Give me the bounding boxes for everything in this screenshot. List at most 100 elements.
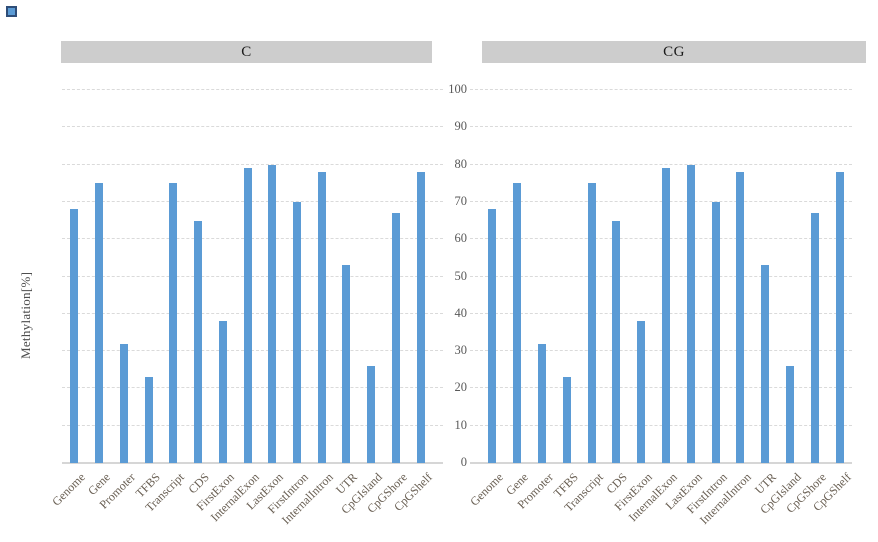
bar-col-FirstExon xyxy=(629,90,654,463)
bar-col-Promoter xyxy=(111,90,136,463)
gridline-90 xyxy=(470,126,852,128)
bar-C-InternalIntron xyxy=(317,172,326,463)
bar-C-FirstExon xyxy=(218,321,227,463)
bar-C-Gene xyxy=(95,183,104,463)
bar-C-CpGShelf xyxy=(416,172,425,463)
gridline-10 xyxy=(470,424,852,426)
gridline-60 xyxy=(62,238,443,240)
y-tick-label-20: 20 xyxy=(454,380,468,395)
y-tick-label-10: 10 xyxy=(454,417,468,432)
gridline-80 xyxy=(470,163,852,165)
bar-CG-TFBS xyxy=(562,377,571,463)
bar-CG-CDS xyxy=(612,220,621,463)
bar-col-CpGIsland xyxy=(778,90,803,463)
plot-area-C xyxy=(62,89,443,464)
gridline-100 xyxy=(470,89,852,90)
bar-C-UTR xyxy=(342,265,351,463)
bar-C-CpGShore xyxy=(391,213,400,463)
gridline-30 xyxy=(470,350,852,352)
corner-marker-square xyxy=(6,6,17,17)
gridline-10 xyxy=(62,424,443,426)
gridline-100 xyxy=(62,89,443,90)
bar-CG-UTR xyxy=(761,265,770,463)
gridline-40 xyxy=(62,312,443,314)
gridline-70 xyxy=(470,200,852,202)
bar-C-CpGIsland xyxy=(367,366,376,463)
bar-CG-InternalIntron xyxy=(736,172,745,463)
bar-col-InternalExon xyxy=(235,90,260,463)
bar-C-Promoter xyxy=(119,343,128,463)
bar-C-CDS xyxy=(194,220,203,463)
bar-col-Promoter xyxy=(530,90,555,463)
bars-CG xyxy=(480,90,852,463)
bar-col-CpGShelf xyxy=(408,90,433,463)
bar-C-InternalExon xyxy=(243,168,252,463)
bar-col-InternalIntron xyxy=(728,90,753,463)
bar-col-CDS xyxy=(604,90,629,463)
gridline-20 xyxy=(470,387,852,389)
bar-col-Transcript xyxy=(579,90,604,463)
bar-col-LastExon xyxy=(678,90,703,463)
bars-C xyxy=(62,90,433,463)
y-tick-label-100: 100 xyxy=(448,82,467,96)
bar-C-LastExon xyxy=(268,164,277,463)
bar-CG-LastExon xyxy=(686,164,695,463)
bar-CG-CpGShore xyxy=(810,213,819,463)
bar-col-TFBS xyxy=(136,90,161,463)
bar-col-CpGShore xyxy=(802,90,827,463)
gridline-50 xyxy=(62,275,443,277)
bar-col-FirstIntron xyxy=(703,90,728,463)
bar-CG-Gene xyxy=(513,183,522,463)
bar-col-FirstIntron xyxy=(285,90,310,463)
bar-col-CpGIsland xyxy=(359,90,384,463)
bar-CG-FirstExon xyxy=(637,321,646,463)
bar-C-TFBS xyxy=(144,377,153,463)
bar-col-UTR xyxy=(753,90,778,463)
bar-col-InternalIntron xyxy=(309,90,334,463)
bar-C-Transcript xyxy=(169,183,178,463)
x-axis-line xyxy=(62,462,443,464)
bar-col-Gene xyxy=(87,90,112,463)
gridline-80 xyxy=(62,163,443,165)
panel-title-C: C xyxy=(61,41,432,63)
y-tick-label-0: 0 xyxy=(460,455,467,469)
gridline-90 xyxy=(62,126,443,128)
gridline-40 xyxy=(470,312,852,314)
bar-col-Transcript xyxy=(161,90,186,463)
panel-title-CG: CG xyxy=(482,41,866,63)
plot-area-CG xyxy=(470,89,852,464)
y-tick-label-80: 80 xyxy=(454,156,468,171)
bar-CG-Genome xyxy=(488,209,497,463)
bar-col-LastExon xyxy=(260,90,285,463)
bar-col-CpGShore xyxy=(384,90,409,463)
y-tick-label-70: 70 xyxy=(454,193,468,208)
bar-col-Genome xyxy=(62,90,87,463)
bar-col-UTR xyxy=(334,90,359,463)
bar-CG-CpGIsland xyxy=(785,366,794,463)
bar-CG-Transcript xyxy=(587,183,596,463)
bar-col-InternalExon xyxy=(654,90,679,463)
gridline-60 xyxy=(470,238,852,240)
gridline-70 xyxy=(62,200,443,202)
bar-col-CpGShelf xyxy=(827,90,852,463)
bar-CG-FirstIntron xyxy=(711,201,720,463)
x-axis-line xyxy=(470,462,852,464)
y-tick-label-60: 60 xyxy=(454,231,468,246)
y-axis-title: Methylation[%] xyxy=(18,271,33,359)
bar-CG-InternalExon xyxy=(661,168,670,463)
y-tick-label-40: 40 xyxy=(454,305,468,320)
gridline-20 xyxy=(62,387,443,389)
bar-C-Genome xyxy=(70,209,79,463)
bar-CG-Promoter xyxy=(537,343,546,463)
bar-col-TFBS xyxy=(554,90,579,463)
bar-col-Genome xyxy=(480,90,505,463)
y-tick-label-30: 30 xyxy=(454,343,468,358)
bar-col-CDS xyxy=(186,90,211,463)
y-tick-label-50: 50 xyxy=(454,268,468,283)
bar-C-FirstIntron xyxy=(292,201,301,463)
bar-CG-CpGShelf xyxy=(835,172,844,463)
gridline-30 xyxy=(62,350,443,352)
bar-col-Gene xyxy=(505,90,530,463)
gridline-50 xyxy=(470,275,852,277)
